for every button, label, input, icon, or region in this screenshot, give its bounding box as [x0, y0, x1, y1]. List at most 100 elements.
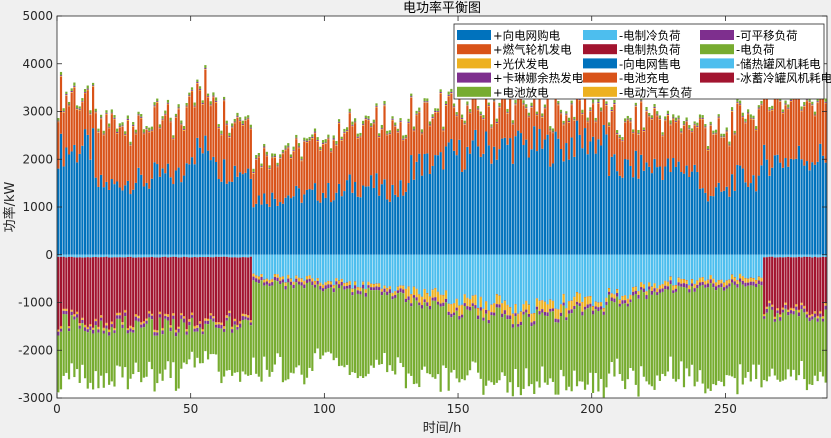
bar---31: [140, 322, 143, 325]
bar---176: [527, 117, 530, 158]
bar---40: [164, 115, 167, 174]
bar---38: [158, 124, 162, 128]
bar---216: [634, 106, 637, 151]
bar---132: [410, 97, 413, 156]
bar---69: [241, 254, 244, 258]
bar---95: [311, 136, 314, 138]
bar---76: [260, 167, 263, 205]
bar---44: [174, 117, 178, 118]
bar---65: [231, 332, 234, 376]
bar---39: [161, 327, 164, 329]
bar---130: [404, 138, 407, 139]
bar---118: [372, 187, 375, 255]
bar---160: [485, 254, 488, 302]
bar---49: [188, 254, 191, 258]
bar---105: [337, 280, 341, 282]
bar---25: [124, 309, 127, 311]
bar---37: [156, 101, 159, 102]
bar---52: [196, 81, 199, 83]
bar---220: [645, 298, 648, 382]
bar---212: [624, 295, 627, 296]
bar---105: [337, 119, 341, 122]
bar---165: [498, 108, 501, 150]
bar---120: [378, 283, 381, 284]
bar---128: [399, 120, 402, 122]
bar---209: [616, 254, 619, 289]
bar---250: [725, 131, 728, 133]
bar---205: [605, 254, 608, 298]
bar---119: [375, 107, 378, 174]
bar---161: [487, 105, 490, 106]
bar---117: [370, 284, 373, 288]
bar---199: [589, 303, 592, 307]
bar---123: [386, 135, 389, 200]
bar---52: [196, 83, 199, 138]
bar---109: [348, 113, 351, 175]
bar-stack-112: [356, 133, 359, 379]
bar---72: [249, 320, 252, 321]
bar-stack-126: [394, 122, 397, 375]
bar---101: [327, 134, 330, 138]
bar---200: [591, 314, 595, 393]
bar---210: [618, 134, 621, 138]
bar---87: [289, 158, 293, 199]
bar---142: [436, 110, 440, 112]
bar---88: [292, 254, 295, 282]
bar---199: [589, 109, 592, 111]
bar---46: [180, 312, 183, 314]
bar---54: [201, 104, 204, 154]
bar-stack-200: [591, 99, 595, 393]
bar---121: [380, 129, 383, 130]
bar---216: [634, 102, 637, 106]
bar---208: [613, 154, 616, 255]
bar---31: [140, 254, 143, 258]
legend-swatch: [700, 72, 734, 83]
bar-stack-190: [565, 111, 568, 391]
bar---211: [621, 141, 624, 178]
bar---52: [196, 325, 199, 326]
bar---80: [271, 158, 274, 193]
bar---147: [450, 254, 453, 305]
bar---122: [383, 288, 386, 293]
bar---171: [514, 100, 517, 104]
bar---144: [442, 294, 445, 296]
bar---138: [426, 254, 429, 293]
bar---182: [543, 107, 547, 109]
bar---177: [530, 322, 533, 327]
bar---216: [634, 286, 637, 288]
bar-stack-153: [466, 101, 469, 376]
bar-stack-260: [752, 115, 755, 365]
bar---198: [586, 304, 589, 309]
bar---202: [597, 102, 600, 103]
bar---143: [439, 295, 442, 304]
bar---22: [116, 313, 119, 316]
bar---113: [359, 137, 362, 198]
bar---243: [706, 150, 710, 202]
bar---267: [771, 109, 774, 111]
bar-stack-52: [196, 79, 199, 358]
bar---178: [533, 126, 536, 255]
bar---267: [771, 108, 774, 110]
bar---175: [525, 104, 528, 108]
bar---57: [209, 105, 212, 107]
bar---138: [426, 101, 429, 103]
bar---247: [717, 118, 720, 183]
bar---107: [343, 132, 346, 134]
bar---49: [188, 319, 191, 320]
bar---111: [354, 288, 357, 373]
bar---169: [509, 307, 512, 308]
bar---248: [720, 254, 723, 280]
bar---134: [415, 297, 418, 301]
bar---40: [164, 315, 167, 319]
bar---2: [62, 108, 65, 112]
bar---39: [161, 119, 164, 121]
bar---58: [212, 95, 215, 97]
bar---275: [792, 97, 795, 160]
bar---151: [460, 304, 464, 306]
bar-stack-269: [776, 92, 779, 380]
bar---42: [169, 327, 172, 332]
bar---276: [795, 303, 798, 305]
bar---155: [471, 295, 474, 297]
bar---9: [81, 102, 84, 146]
